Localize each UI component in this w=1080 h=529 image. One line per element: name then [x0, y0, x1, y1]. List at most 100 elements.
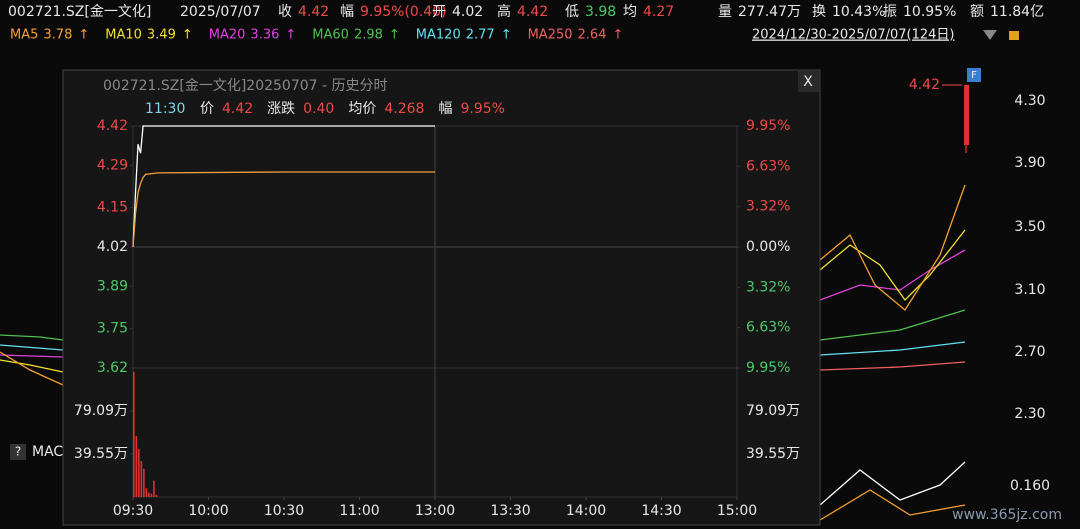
y2-tick-label: 9.95% — [746, 360, 790, 376]
main-axis-label: 3.50 — [1014, 219, 1045, 235]
ma-arrow: ↑ — [285, 28, 296, 43]
y2-tick-label: 6.63% — [746, 158, 790, 174]
close-button[interactable] — [798, 71, 819, 92]
x-tick-label: 10:30 — [264, 503, 304, 519]
volume-bar — [140, 461, 143, 497]
main-axis-label: 4.30 — [1014, 93, 1045, 109]
field-value: 9.95%(0.40) — [360, 4, 447, 20]
max-price-label: 4.42 — [909, 77, 940, 93]
ma-arrow: ↑ — [389, 28, 400, 43]
ma-arrow: ↑ — [612, 28, 623, 43]
field-label: 高 — [497, 3, 511, 20]
ma-arrow: ↑ — [501, 28, 512, 43]
y2-tick-label: 3.32% — [746, 279, 790, 295]
field-value: 277.47万 — [738, 4, 801, 20]
x-tick-label: 10:00 — [188, 503, 228, 519]
field-label: 振 — [883, 4, 897, 20]
ma-value: 2.98 — [354, 28, 383, 43]
y-tick-label: 3.75 — [97, 321, 128, 337]
x-tick-label: 09:30 — [113, 503, 153, 519]
volume-bar — [133, 371, 135, 497]
volume-bar — [143, 468, 145, 497]
field-label: 换 — [812, 3, 826, 20]
ma-arrow: ↑ — [78, 28, 89, 43]
x-tick-label: 13:30 — [490, 503, 530, 519]
ma-name: MA20 — [209, 28, 246, 43]
field-value: 3.98 — [585, 4, 616, 20]
volume-bar — [150, 493, 153, 497]
help-icon[interactable]: ? — [15, 445, 21, 459]
volume-bar — [135, 436, 138, 497]
volume-bar — [148, 492, 150, 497]
y2-tick-label: 6.63% — [746, 320, 790, 336]
ma-name: MA60 — [312, 28, 349, 43]
field-value: 4.42 — [517, 4, 548, 20]
field-label: 均 — [623, 4, 637, 20]
field-label: 开 — [432, 4, 446, 20]
y-tick-label: 3.62 — [97, 360, 128, 376]
info-value: 0.40 — [303, 101, 334, 117]
flag[interactable]: F — [971, 70, 977, 81]
volume-bar — [138, 449, 140, 497]
x-tick-label: 14:30 — [641, 503, 681, 519]
info-value: 4.42 — [222, 101, 253, 117]
field-label: 低 — [565, 4, 579, 20]
main-axis-label: 3.90 — [1014, 155, 1045, 171]
info-time: 11:30 — [145, 101, 185, 117]
main-chart-decor — [0, 85, 969, 521]
x-tick-label: 11:00 — [339, 503, 379, 519]
date-range[interactable]: 2024/12/30-2025/07/07(124日) — [752, 28, 955, 43]
ma-value: 3.49 — [147, 28, 176, 43]
field-value: 4.42 — [298, 4, 329, 20]
ma-value: 3.36 — [250, 28, 279, 43]
ma-name: MA10 — [105, 28, 142, 43]
volume-tick-label: 39.55万 — [746, 446, 800, 462]
y2-tick-label: 0.00% — [746, 239, 790, 255]
y-tick-label: 3.89 — [97, 278, 128, 294]
ma-value: 3.78 — [43, 28, 72, 43]
date: 2025/07/07 — [180, 4, 261, 20]
flag-box[interactable] — [967, 68, 981, 82]
field-label: 量 — [718, 4, 732, 20]
ma-value: 2.77 — [466, 28, 495, 43]
volume-bar — [153, 480, 155, 497]
y-tick-label: 4.42 — [97, 118, 128, 134]
ma-arrow: ↑ — [182, 28, 193, 43]
volume-tick-label: 39.55万 — [74, 446, 128, 462]
stock-code: 002721.SZ[金一文化] — [8, 4, 151, 20]
main-axis-label: 3.10 — [1014, 282, 1045, 298]
close-icon[interactable]: X — [803, 74, 813, 90]
y-tick-label: 4.15 — [97, 200, 128, 216]
x-tick-label: 14:00 — [566, 503, 606, 519]
field-label: 额 — [970, 4, 984, 20]
volume-tick-label: 79.09万 — [74, 403, 128, 419]
y2-tick-label: 9.95% — [746, 118, 790, 134]
field-value: 4.27 — [643, 4, 674, 20]
field-value: 10.43% — [832, 4, 885, 20]
field-value: 10.95% — [903, 4, 956, 20]
main-axis-label: 2.30 — [1014, 406, 1045, 422]
popup-title: 002721.SZ[金一文化]20250707 - 历史分时 — [103, 78, 388, 94]
dropdown-arrow[interactable] — [983, 30, 997, 40]
ma-value: 2.64 — [578, 28, 607, 43]
indicator-name: MAC — [32, 444, 63, 460]
field-label: 幅 — [340, 4, 354, 20]
main-axis-label: 2.70 — [1014, 344, 1045, 360]
price-line — [132, 171, 435, 248]
lock-icon[interactable] — [1009, 31, 1019, 40]
ma-name: MA250 — [528, 28, 573, 43]
field-label: 收 — [278, 4, 292, 20]
watermark: www.365jz.com — [952, 507, 1062, 523]
field-value: 11.84亿 — [990, 4, 1044, 20]
popup — [62, 69, 821, 526]
volume-tick-label: 79.09万 — [746, 403, 800, 419]
volume-bar — [155, 494, 158, 497]
help-box[interactable] — [10, 444, 26, 460]
field-value: 4.02 — [452, 4, 483, 20]
info-label: 均价 — [348, 101, 376, 117]
info-label: 价 — [200, 101, 214, 117]
x-tick-label: 13:00 — [415, 503, 455, 519]
y-tick-label: 4.02 — [97, 239, 128, 255]
y2-tick-label: 3.32% — [746, 199, 790, 215]
